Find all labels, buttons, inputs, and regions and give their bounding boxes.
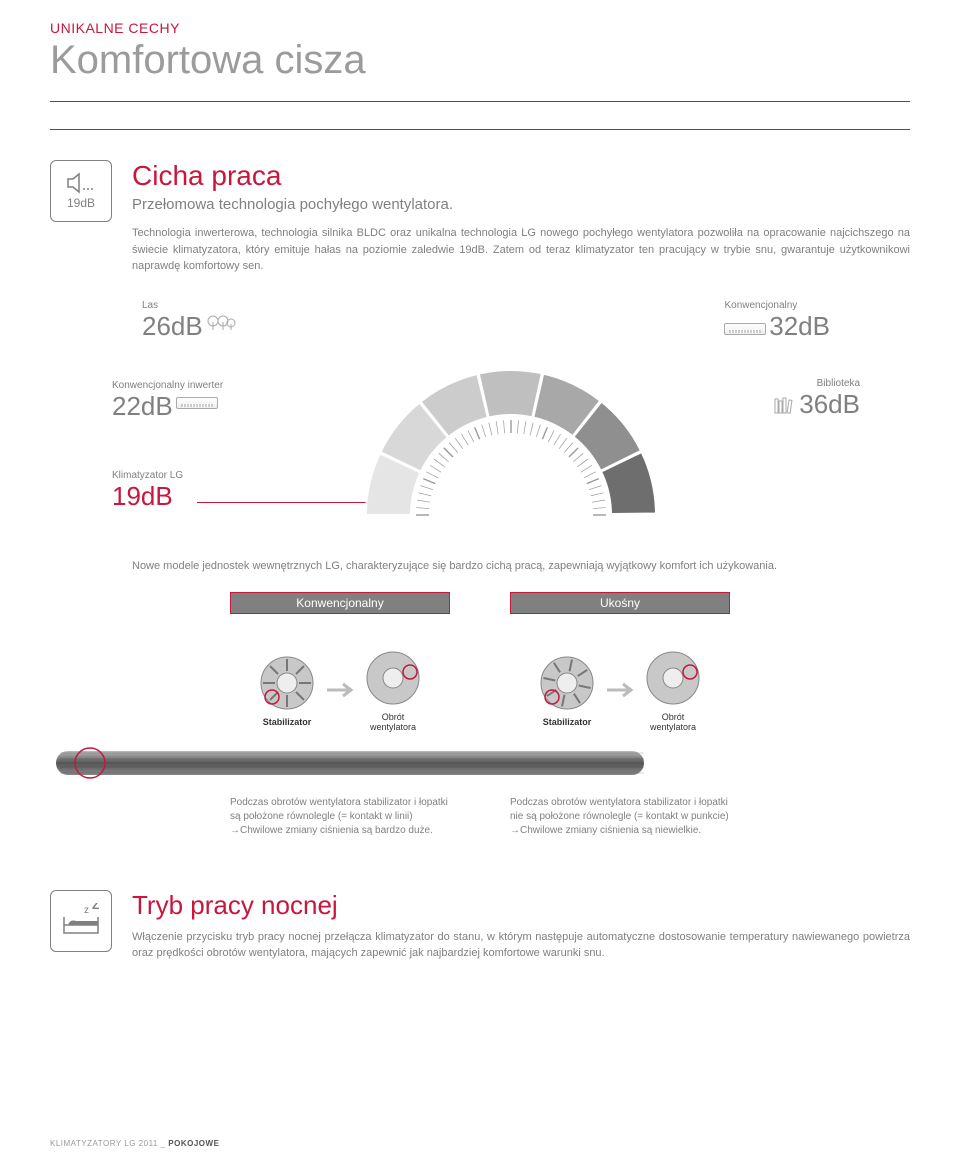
fan-wheel-icon [363,648,423,708]
library-label: Biblioteka [817,378,860,389]
conv-inv-value: 22dB [112,391,173,421]
fan-wheel-icon [537,653,597,713]
conv-value: 32dB [769,311,830,341]
speaker-icon [67,172,95,194]
forest-value: 26dB [142,311,203,341]
compare-right-desc: Podczas obrotów wentylatora stabilizator… [510,796,730,838]
fan-wheel-icon [643,648,703,708]
night-title: Tryb pracy nocnej [132,890,910,921]
quiet-subtitle: Przełomowa technologia pochyłego wentyla… [132,196,910,213]
night-icon-box: z Z [50,890,112,952]
fan-comparison: Konwencjonalny Ukośny [50,592,910,614]
gauge-arc [351,335,671,525]
lg-label: Klimatyzator LG [112,470,183,481]
divider-top [50,101,910,102]
quiet-description: Technologia inwerterowa, technologia sil… [132,225,910,275]
models-description: Nowe modele jednostek wewnętrznych LG, c… [132,558,910,575]
lg-value: 19dB [112,481,173,511]
night-description: Włączenie przycisku tryb pracy nocnej pr… [132,929,910,962]
noise-gauge: Las 26dB Konwencjonalny 32dB Konwencjona… [132,300,890,550]
page-title: Komfortowa cisza [50,38,910,83]
footer-bold: POKOJOWE [168,1139,219,1148]
compare-left-desc: Podczas obrotów wentylatora stabilizator… [230,796,450,838]
quiet-title: Cicha praca [132,160,910,192]
arrow-icon [605,680,635,700]
section-label: UNIKALNE CECHY [50,20,910,36]
page-footer: KLIMATYZATORY LG 2011 _ POKOJOWE [50,1139,219,1148]
rotation-label: Obrót wentylatora [363,713,423,733]
night-feature: z Z Tryb pracy nocnej Włączenie przycisk… [50,890,910,962]
tree-icon [206,313,236,331]
conv-label: Konwencjonalny [724,300,797,311]
forest-label: Las [142,300,158,311]
quiet-feature: 19dB Cicha praca Przełomowa technologia … [50,160,910,275]
conv-inv-label: Konwencjonalny inwerter [112,380,223,391]
footer-text: KLIMATYZATORY LG 2011 _ [50,1139,168,1148]
stabilizer-label: Stabilizator [263,717,312,727]
library-value: 36dB [799,389,860,419]
sleep-icon: z Z [60,903,102,939]
fan-description-row: Podczas obrotów wentylatora stabilizator… [50,796,910,838]
ac-unit-icon [724,323,766,335]
roller-icon [50,745,650,781]
svg-text:Z: Z [92,903,99,912]
svg-text:z: z [84,905,89,916]
fan-images-row: Stabilizator Obrót wentylatora [50,630,910,733]
divider-top-2 [50,129,910,130]
ac-unit-icon [176,397,218,409]
quiet-icon-label: 19dB [67,196,95,210]
quiet-icon-box: 19dB [50,160,112,222]
rotation-label: Obrót wentylatora [643,713,703,733]
fan-wheel-icon [257,653,317,713]
compare-right-head: Ukośny [510,592,730,614]
stabilizer-label: Stabilizator [543,717,592,727]
arrow-icon [325,680,355,700]
books-icon [774,397,796,415]
compare-left-head: Konwencjonalny [230,592,450,614]
